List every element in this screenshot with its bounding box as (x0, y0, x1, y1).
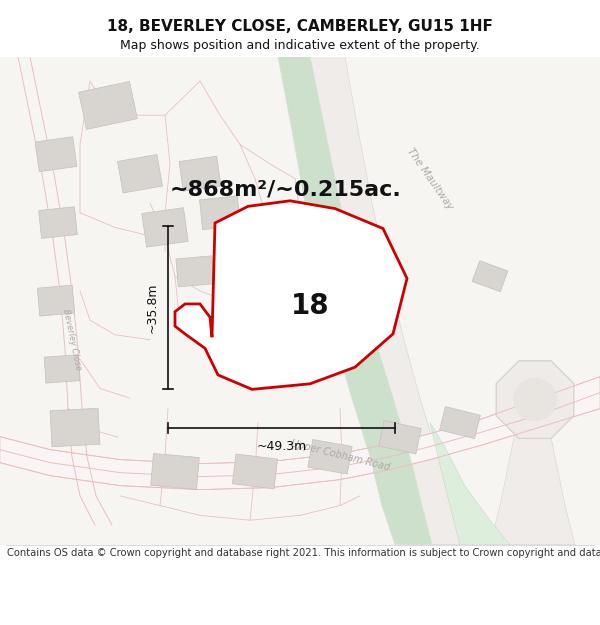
Bar (37, 285, 74, 316)
Text: Contains OS data © Crown copyright and database right 2021. This information is : Contains OS data © Crown copyright and d… (7, 548, 600, 558)
Bar (232, 454, 278, 489)
Bar (35, 137, 77, 172)
Text: ~49.3m: ~49.3m (256, 440, 307, 453)
Bar (176, 256, 214, 287)
Bar (50, 408, 100, 447)
Bar (151, 454, 199, 489)
Text: 18, BEVERLEY CLOSE, CAMBERLEY, GU15 1HF: 18, BEVERLEY CLOSE, CAMBERLEY, GU15 1HF (107, 19, 493, 34)
Text: ~35.8m: ~35.8m (146, 282, 159, 333)
Text: Map shows position and indicative extent of the property.: Map shows position and indicative extent… (120, 39, 480, 51)
Bar (219, 293, 261, 328)
Bar (118, 154, 163, 193)
Bar (179, 156, 221, 191)
Bar (308, 439, 352, 474)
Bar (254, 313, 295, 347)
Polygon shape (278, 57, 455, 544)
Polygon shape (430, 422, 510, 544)
Bar (472, 261, 508, 292)
Polygon shape (490, 408, 575, 544)
Polygon shape (496, 361, 574, 438)
Text: Beverley Close: Beverley Close (61, 308, 83, 371)
Polygon shape (278, 57, 432, 544)
Bar (142, 208, 188, 247)
Bar (38, 207, 77, 238)
Bar (44, 355, 80, 383)
Polygon shape (310, 57, 460, 544)
Bar (440, 407, 481, 439)
Bar (79, 81, 137, 129)
Text: Upper Cobham Road: Upper Cobham Road (290, 439, 391, 473)
Text: ~868m²/~0.215ac.: ~868m²/~0.215ac. (169, 180, 401, 200)
Circle shape (514, 379, 556, 421)
Text: The Maultway: The Maultway (405, 146, 455, 211)
Bar (232, 236, 269, 268)
Polygon shape (0, 377, 600, 489)
Text: 18: 18 (290, 292, 329, 320)
Polygon shape (175, 201, 407, 389)
Bar (200, 196, 241, 230)
Bar (379, 421, 421, 454)
